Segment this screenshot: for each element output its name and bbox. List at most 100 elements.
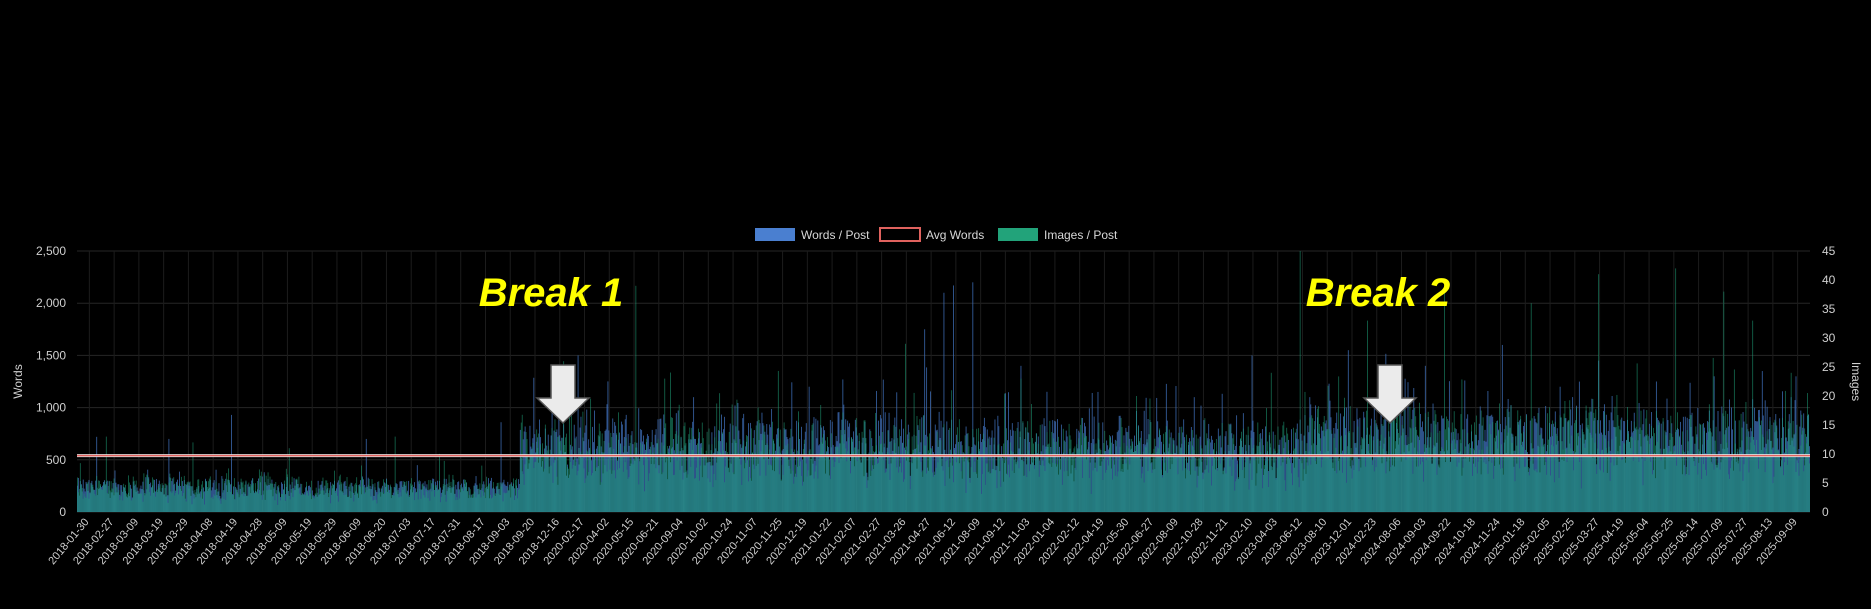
images-bar: [748, 481, 749, 512]
images-bar: [1203, 473, 1205, 512]
images-bar: [470, 496, 472, 512]
images-bar: [328, 493, 330, 512]
images-bar: [794, 449, 796, 512]
images-bar: [1407, 436, 1409, 512]
images-bar: [1577, 433, 1578, 512]
images-bar: [1034, 468, 1035, 512]
words-bar: [277, 486, 279, 512]
images-bar: [697, 428, 699, 512]
images-bar: [1052, 462, 1054, 512]
images-bar: [952, 458, 954, 512]
images-bar: [250, 484, 252, 512]
images-bar: [1279, 455, 1281, 512]
images-bar: [231, 483, 232, 512]
words-bar: [191, 486, 193, 512]
images-bar: [410, 483, 411, 512]
images-bar: [665, 423, 667, 512]
images-bar: [287, 495, 289, 512]
images-bar: [1449, 462, 1451, 512]
images-bar: [459, 498, 461, 512]
images-bar: [94, 493, 96, 512]
y-tick-right: 25: [1822, 360, 1836, 374]
images-bar: [1783, 475, 1784, 512]
words-bar: [365, 438, 367, 512]
images-bar: [1426, 445, 1428, 512]
images-bar: [1806, 443, 1808, 512]
images-bar: [196, 487, 198, 512]
images-bar: [1371, 464, 1373, 512]
images-bar: [106, 493, 108, 512]
images-bar: [1270, 372, 1272, 512]
images-bar: [490, 498, 492, 512]
images-bar: [977, 459, 979, 512]
images-bar: [1056, 441, 1058, 512]
images-bar: [1136, 396, 1137, 512]
words-bar: [981, 442, 982, 512]
images-bar: [1212, 465, 1213, 512]
images-bar: [1656, 441, 1658, 512]
images-bar: [1094, 462, 1096, 512]
images-bar: [839, 442, 841, 512]
images-bar: [1023, 461, 1025, 512]
images-bar: [137, 493, 139, 512]
images-bar: [279, 491, 281, 512]
words-bar: [1412, 409, 1414, 512]
words-bar: [1061, 454, 1063, 512]
images-bar: [1298, 487, 1300, 512]
images-bar: [346, 477, 348, 512]
images-bar: [1690, 415, 1692, 512]
images-bar: [1324, 452, 1326, 512]
words-bar: [533, 377, 535, 512]
images-bar: [1391, 419, 1393, 512]
images-bar: [1530, 303, 1532, 512]
images-bar: [1190, 459, 1192, 512]
images-bar: [1340, 437, 1342, 512]
images-bar: [258, 469, 260, 512]
images-bar: [1076, 444, 1078, 512]
images-bar: [1335, 447, 1337, 512]
images-bar: [1045, 449, 1047, 512]
images-bar: [878, 435, 880, 512]
images-bar: [729, 462, 731, 512]
images-bar: [836, 447, 838, 512]
images-bar: [1408, 444, 1410, 512]
images-bar: [1540, 433, 1542, 512]
images-bar: [1124, 452, 1126, 512]
images-bar: [1390, 466, 1392, 512]
images-bar: [170, 478, 172, 512]
images-bar: [945, 461, 947, 512]
images-bar: [1709, 428, 1711, 512]
images-bar: [1366, 410, 1368, 512]
images-bar: [1616, 394, 1618, 512]
images-bar: [374, 483, 376, 512]
images-bar: [823, 433, 825, 512]
images-bar: [1088, 478, 1090, 512]
images-bar: [899, 429, 901, 512]
images-bar: [128, 475, 129, 512]
images-bar: [554, 419, 556, 512]
images-bar: [391, 495, 393, 512]
images-bar: [1235, 481, 1237, 512]
images-bar: [1596, 473, 1598, 512]
images-bar: [175, 492, 177, 512]
words-bar: [1758, 410, 1759, 512]
images-bar: [1041, 460, 1043, 512]
images-bar: [1713, 469, 1715, 512]
images-bar: [1038, 476, 1040, 512]
images-bar: [1683, 451, 1685, 512]
images-bar: [1665, 435, 1667, 512]
images-bar: [1345, 482, 1347, 512]
images-bar: [354, 484, 356, 512]
images-bar: [1631, 437, 1633, 512]
images-bar: [616, 433, 618, 512]
images-bar: [1481, 449, 1483, 512]
images-bar: [1586, 418, 1588, 512]
images-bar: [1268, 432, 1270, 512]
images-bar: [160, 492, 162, 512]
images-bar: [1518, 421, 1520, 512]
images-bar: [1228, 423, 1230, 512]
images-bar: [1157, 447, 1159, 512]
images-bar: [135, 480, 137, 512]
images-bar: [1737, 460, 1739, 512]
images-bar: [845, 448, 847, 512]
